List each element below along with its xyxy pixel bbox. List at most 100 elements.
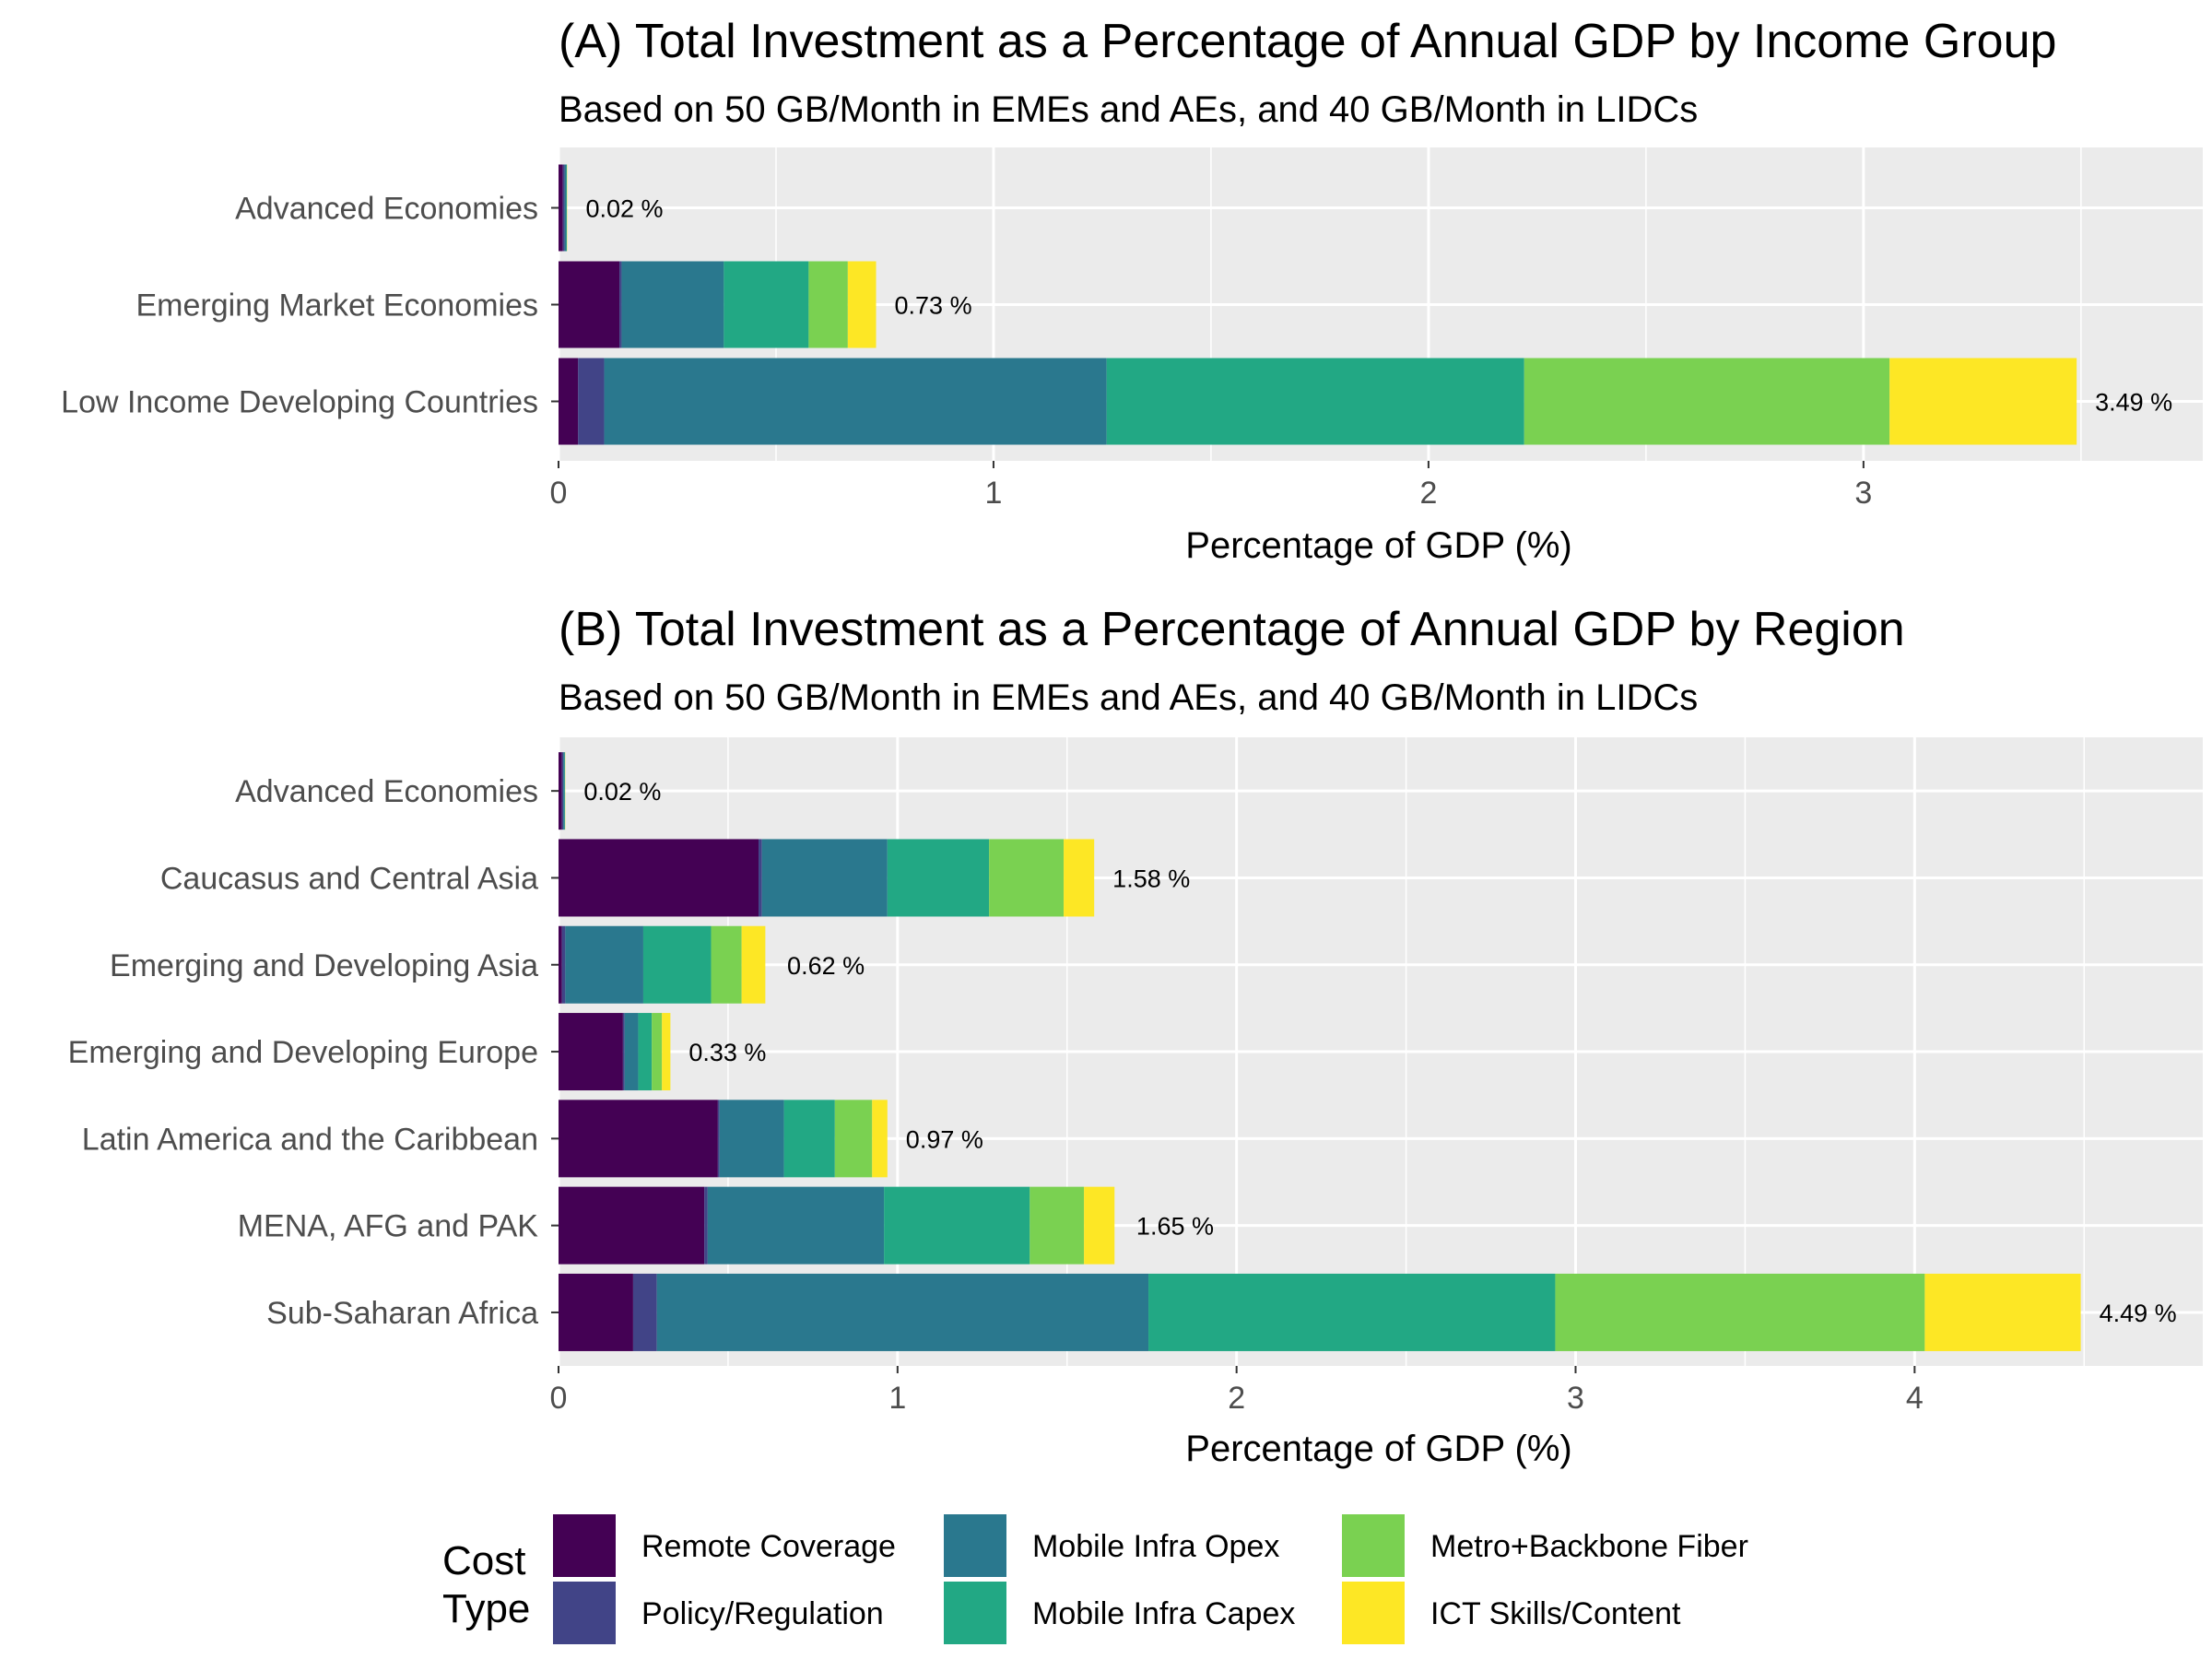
panel-a-bar-policy-regulation — [578, 358, 605, 445]
panel-b-bar-mobile-infra-opex — [761, 839, 888, 917]
panel-a-total-label: 0.02 % — [585, 195, 663, 223]
legend-swatch-remote-coverage — [553, 1514, 616, 1577]
panel-b-bar-metro-backbone-fiber — [989, 839, 1065, 917]
panel-a-bar-remote-coverage — [559, 164, 563, 252]
panel-b-bar-remote-coverage — [559, 839, 759, 917]
panel-b-total-label: 1.58 % — [1112, 865, 1190, 892]
panel-b-bar-metro-backbone-fiber — [1030, 1186, 1085, 1265]
panel-b-bar-remote-coverage — [559, 925, 562, 1004]
panel-a-bar-mobile-infra-capex — [724, 261, 809, 348]
panel-b-bar-policy-regulation — [717, 1100, 720, 1178]
panel-a-x-tick-label: 1 — [984, 476, 1002, 511]
panel-a-x-tick-label: 0 — [550, 476, 568, 511]
panel-b-bar-ict-skills-content — [1064, 839, 1095, 917]
panel-a-total-label: 0.73 % — [895, 292, 972, 320]
panel-b-bar-metro-backbone-fiber — [652, 1013, 663, 1091]
panel-b-bar-ict-skills-content — [1084, 1186, 1115, 1265]
panel-b-bar-mobile-infra-opex — [707, 1186, 885, 1265]
panel-b-title: (B) Total Investment as a Percentage of … — [559, 603, 1905, 656]
legend-label: Metro+Backbone Fiber — [1430, 1529, 1748, 1564]
panel-a-category-label: Low Income Developing Countries — [61, 385, 538, 420]
legend-label: Remote Coverage — [641, 1529, 896, 1564]
panel-b-bar-mobile-infra-opex — [656, 1273, 1149, 1351]
panel-b-bar-remote-coverage — [559, 1013, 623, 1091]
panel-b-plot: 0.02 % Advanced Economies 1.58 % Caucasus a… — [68, 737, 2203, 1416]
panel-b-total-label: 1.65 % — [1136, 1213, 1214, 1241]
legend-label: ICT Skills/Content — [1430, 1596, 1681, 1631]
panel-a-plot: 0.02 % Advanced Economies 0.73 % Emerging M… — [61, 147, 2203, 511]
panel-b-bar-remote-coverage — [559, 1100, 718, 1178]
legend-label: Policy/Regulation — [641, 1596, 884, 1631]
panel-b-x-tick-label: 1 — [888, 1381, 906, 1416]
panel-b-bar-remote-coverage — [559, 752, 562, 830]
panel-b-total-label: 0.97 % — [906, 1125, 983, 1153]
panel-a-bar-mobile-infra-opex — [604, 358, 1107, 445]
panel-b-bar-mobile-infra-opex — [719, 1100, 784, 1178]
panel-b-category-label: Sub-Saharan Africa — [266, 1296, 538, 1331]
panel-b-bar-policy-regulation — [622, 1013, 625, 1091]
panel-a-bar-policy-regulation — [562, 164, 565, 252]
legend-title-line1: Cost — [442, 1538, 525, 1583]
panel-b-bar-mobile-infra-opex — [565, 925, 643, 1004]
panel-b-total-label: 0.02 % — [583, 778, 661, 806]
panel-a-bar-ict-skills-content — [1889, 358, 2077, 445]
panel-a-bar-mobile-infra-capex — [1106, 358, 1524, 445]
panel-b-category-label: Latin America and the Caribbean — [82, 1122, 538, 1157]
panel-b-bar-mobile-infra-capex — [783, 1100, 835, 1178]
panel-b-bar-policy-regulation — [561, 752, 564, 830]
legend-swatch-ict-skills-content — [1342, 1582, 1405, 1644]
panel-b-bar-mobile-infra-opex — [624, 1013, 639, 1091]
legend-swatch-mobile-infra-capex — [944, 1582, 1006, 1644]
panel-b-bar-mobile-infra-opex — [563, 752, 565, 830]
panel-a-subtitle: Based on 50 GB/Month in EMEs and AEs, an… — [559, 89, 1698, 130]
panel-b-subtitle: Based on 50 GB/Month in EMEs and AEs, an… — [559, 677, 1698, 718]
legend-label: Mobile Infra Opex — [1032, 1529, 1279, 1564]
legend-label: Mobile Infra Capex — [1032, 1596, 1295, 1631]
panel-b-bar-ict-skills-content — [872, 1100, 888, 1178]
panel-a-bar-mobile-infra-opex — [621, 261, 724, 348]
panel-b-x-tick-label: 4 — [1906, 1381, 1924, 1416]
panel-b-category-label: Emerging and Developing Europe — [68, 1035, 538, 1070]
panel-a-title: (A) Total Investment as a Percentage of … — [559, 15, 2056, 68]
panel-b-category-label: MENA, AFG and PAK — [238, 1209, 539, 1244]
panel-a-bar-metro-backbone-fiber — [1524, 358, 1890, 445]
panel-b-category-label: Caucasus and Central Asia — [160, 861, 538, 896]
panel-b-bar-mobile-infra-capex — [1148, 1273, 1556, 1351]
panel-b-bar-remote-coverage — [559, 1186, 705, 1265]
panel-a-total-label: 3.49 % — [2095, 389, 2172, 417]
panel-b-bar-mobile-infra-capex — [638, 1013, 653, 1091]
panel-a-x-tick-label: 2 — [1419, 476, 1437, 511]
panel-a-bar-policy-regulation — [619, 261, 622, 348]
panel-b-bar-policy-regulation — [759, 839, 762, 917]
panel-b-x-axis-title: Percentage of GDP (%) — [1185, 1429, 1571, 1469]
panel-b-total-label: 4.49 % — [2100, 1300, 2177, 1327]
panel-b-bar-policy-regulation — [561, 925, 566, 1004]
panel-a-bar-ict-skills-content — [847, 261, 877, 348]
panel-b-bar-mobile-infra-capex — [884, 1186, 1030, 1265]
panel-b-bar-metro-backbone-fiber — [1555, 1273, 1925, 1351]
panel-b-bar-metro-backbone-fiber — [711, 925, 742, 1004]
legend-title-line2: Type — [442, 1586, 530, 1631]
panel-b-bar-metro-backbone-fiber — [834, 1100, 873, 1178]
legend-swatch-metro-backbone-fiber — [1342, 1514, 1405, 1577]
panel-b-bar-mobile-infra-capex — [642, 925, 712, 1004]
panel-a-x-axis-title: Percentage of GDP (%) — [1185, 525, 1571, 566]
panel-b-bar-ict-skills-content — [662, 1013, 671, 1091]
panel-a-bar-remote-coverage — [559, 358, 579, 445]
legend-swatch-policy-regulation — [553, 1582, 616, 1644]
panel-a-category-label: Emerging Market Economies — [135, 288, 538, 324]
panel-b-total-label: 0.62 % — [787, 952, 865, 980]
panel-b-total-label: 0.33 % — [688, 1039, 766, 1066]
panel-b-bar-ict-skills-content — [741, 925, 766, 1004]
panel-b-bar-policy-regulation — [632, 1273, 657, 1351]
panel-b-bar-ict-skills-content — [1924, 1273, 2081, 1351]
legend: Cost Type Remote Coverage Policy/Regulati… — [442, 1514, 1748, 1644]
panel-b-category-label: Emerging and Developing Asia — [110, 948, 538, 983]
panel-b-bar-mobile-infra-capex — [887, 839, 990, 917]
legend-swatch-mobile-infra-opex — [944, 1514, 1006, 1577]
panel-a-category-label: Advanced Economies — [235, 192, 538, 227]
panel-b-bar-policy-regulation — [704, 1186, 708, 1265]
panel-b-x-tick-label: 0 — [550, 1381, 568, 1416]
panel-b-category-label: Advanced Economies — [235, 774, 538, 809]
